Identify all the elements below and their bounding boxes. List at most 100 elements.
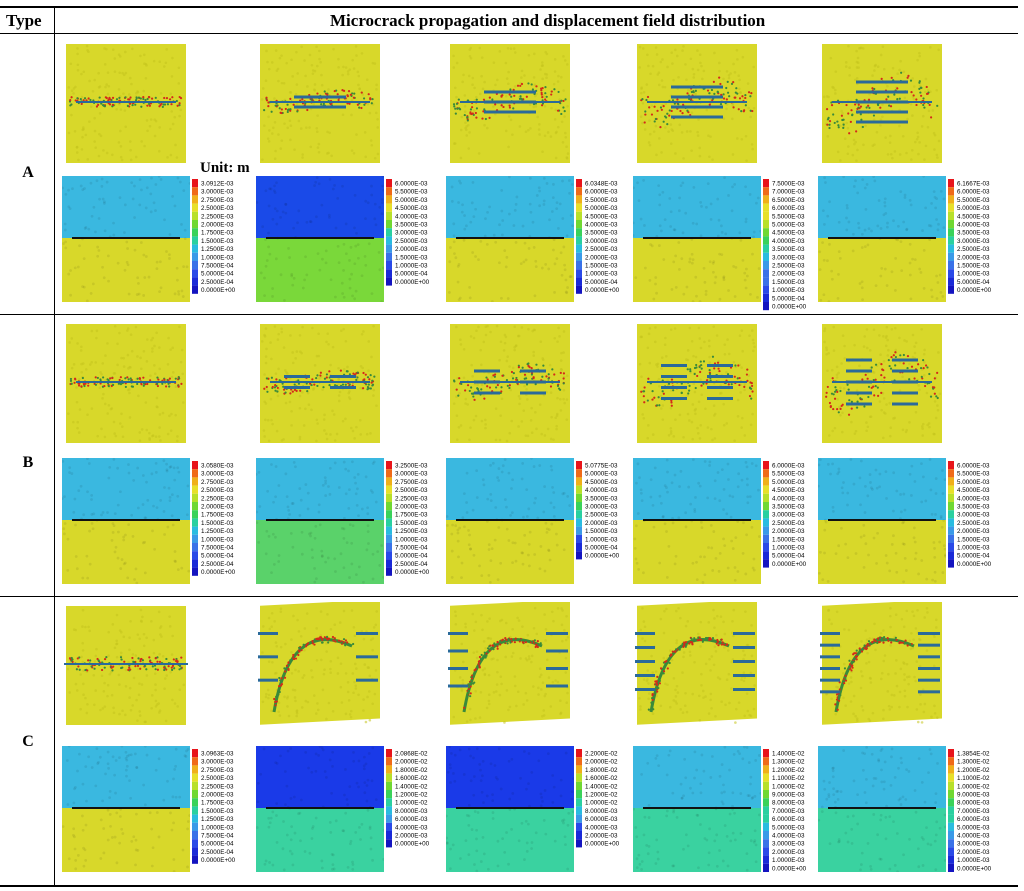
colorbar-tick-label: 6.1667E-03 — [957, 181, 990, 188]
colorbar-tick-label: 1.7500E-03 — [201, 230, 234, 237]
colorbar-legend-2-5: 6.0000E-035.5000E-035.0000E-034.5000E-03… — [948, 461, 992, 568]
colorbar-swatch — [763, 469, 769, 478]
colorbar-swatch — [948, 839, 954, 848]
colorbar-swatch — [763, 757, 769, 766]
colorbar-tick-label: 1.1000E-02 — [772, 775, 805, 782]
colorbar-tick-label: 6.0000E-03 — [957, 189, 990, 196]
colorbar-tick-label: 5.0000E-04 — [585, 279, 618, 286]
colorbar-legend-1-5: 6.1667E-036.0000E-035.5000E-035.0000E-03… — [948, 179, 992, 294]
colorbar-swatch — [763, 749, 769, 758]
colorbar-legend-3-4: 1.4000E-021.3000E-021.2000E-021.1000E-02… — [763, 749, 807, 872]
colorbar-tick-label: 2.5000E-03 — [201, 487, 234, 494]
colorbar-tick-label: 5.0000E-04 — [395, 271, 428, 278]
colorbar-tick-label: 0.0000E+00 — [772, 304, 807, 311]
colorbar-tick-label: 1.1000E-02 — [957, 775, 990, 782]
colorbar-tick-label: 3.5000E-03 — [395, 222, 428, 229]
colorbar-swatch — [763, 187, 769, 196]
column-divider — [54, 6, 55, 886]
colorbar-tick-label: 3.2500E-03 — [395, 463, 428, 470]
colorbar-swatch — [386, 790, 392, 799]
colorbar-swatch — [192, 773, 198, 782]
colorbar-swatch — [192, 179, 198, 188]
colorbar-swatch — [386, 765, 392, 774]
colorbar-tick-label: 6.0000E-03 — [772, 816, 805, 823]
microcrack-band — [640, 76, 754, 129]
colorbar-tick-label: 5.0000E-04 — [772, 295, 805, 302]
crack-panel-1-1 — [66, 44, 186, 163]
colorbar-swatch — [576, 469, 582, 478]
colorbar-tick-label: 0.0000E+00 — [585, 553, 620, 560]
colorbar-tick-label: 4.5000E-03 — [772, 487, 805, 494]
colorbar-swatch — [386, 831, 392, 840]
colorbar-swatch — [763, 195, 769, 204]
colorbar-tick-label: 5.0000E-03 — [772, 479, 805, 486]
colorbar-swatch — [386, 822, 392, 831]
top-rule — [0, 6, 1018, 8]
lower-block — [446, 238, 574, 302]
colorbar-tick-label: 8.0000E-03 — [395, 808, 428, 815]
lower-block — [62, 808, 190, 872]
colorbar-tick-label: 1.4000E-02 — [772, 751, 805, 758]
microcrack-band — [452, 362, 566, 401]
crack-panel-1-3 — [450, 44, 570, 163]
colorbar-tick-label: 1.2500E-03 — [201, 816, 234, 823]
crack-panel-3-5 — [820, 602, 942, 725]
lower-block — [633, 808, 761, 872]
colorbar-swatch — [763, 798, 769, 807]
colorbar-tick-label: 1.5000E-03 — [395, 520, 428, 527]
colorbar-tick-label: 0.0000E+00 — [395, 279, 430, 286]
microcrack-band — [263, 369, 376, 395]
colorbar-tick-label: 1.0000E-02 — [395, 800, 428, 807]
colorbar-swatch — [763, 220, 769, 229]
colorbar-swatch — [763, 839, 769, 848]
microcrack-band — [263, 89, 374, 115]
colorbar-tick-label: 8.0000E-03 — [772, 800, 805, 807]
colorbar-tick-label: 1.0000E-03 — [772, 545, 805, 552]
colorbar-tick-label: 0.0000E+00 — [957, 865, 992, 872]
lower-block — [62, 520, 190, 584]
colorbar-swatch — [948, 244, 954, 253]
colorbar-tick-label: 1.3000E-02 — [772, 759, 805, 766]
colorbar-swatch — [576, 757, 582, 766]
colorbar-tick-label: 5.0000E-04 — [585, 545, 618, 552]
colorbar-tick-label: 1.8000E-02 — [585, 767, 618, 774]
microcrack-band — [448, 632, 568, 713]
colorbar-swatch — [763, 806, 769, 815]
colorbar-swatch — [948, 461, 954, 470]
colorbar-swatch — [763, 518, 769, 527]
colorbar-tick-label: 5.5000E-03 — [395, 189, 428, 196]
colorbar-tick-label: 3.0000E-03 — [585, 504, 618, 511]
colorbar-tick-label: 2.7500E-03 — [395, 479, 428, 486]
colorbar-tick-label: 5.0000E-03 — [585, 471, 618, 478]
colorbar-legend-1-2: 6.0000E-035.5000E-035.0000E-034.5000E-03… — [386, 179, 430, 286]
colorbar-swatch — [576, 781, 582, 790]
colorbar-swatch — [192, 244, 198, 253]
colorbar-tick-label: 2.0000E-03 — [585, 520, 618, 527]
colorbar-swatch — [192, 195, 198, 204]
colorbar-tick-label: 1.2000E-02 — [957, 767, 990, 774]
colorbar-tick-label: 4.0000E-03 — [395, 213, 428, 220]
colorbar-swatch — [386, 469, 392, 478]
colorbar-swatch — [192, 269, 198, 278]
colorbar-swatch — [763, 822, 769, 831]
colorbar-tick-label: 4.0000E-03 — [772, 495, 805, 502]
displacement-field-1-2 — [256, 176, 384, 302]
colorbar-tick-label: 5.0000E-04 — [957, 279, 990, 286]
main-column-header: Microcrack propagation and displacement … — [330, 11, 766, 30]
colorbar-swatch — [192, 220, 198, 229]
colorbar-tick-label: 2.5000E-04 — [201, 561, 234, 568]
colorbar-swatch — [576, 220, 582, 229]
colorbar-tick-label: 2.5000E-03 — [772, 520, 805, 527]
colorbar-tick-label: 1.0000E-03 — [201, 824, 234, 831]
colorbar-swatch — [948, 831, 954, 840]
colorbar-swatch — [576, 502, 582, 511]
crack-panel-3-1 — [64, 606, 188, 725]
lower-block — [818, 808, 946, 872]
colorbar-tick-label: 1.0000E-03 — [395, 536, 428, 543]
colorbar-tick-label: 3.0000E-03 — [772, 254, 805, 261]
colorbar-tick-label: 1.2000E-02 — [395, 792, 428, 799]
colorbar-swatch — [948, 806, 954, 815]
colorbar-tick-label: 7.5000E-04 — [201, 833, 234, 840]
colorbar-swatch — [192, 551, 198, 560]
colorbar-swatch — [576, 195, 582, 204]
